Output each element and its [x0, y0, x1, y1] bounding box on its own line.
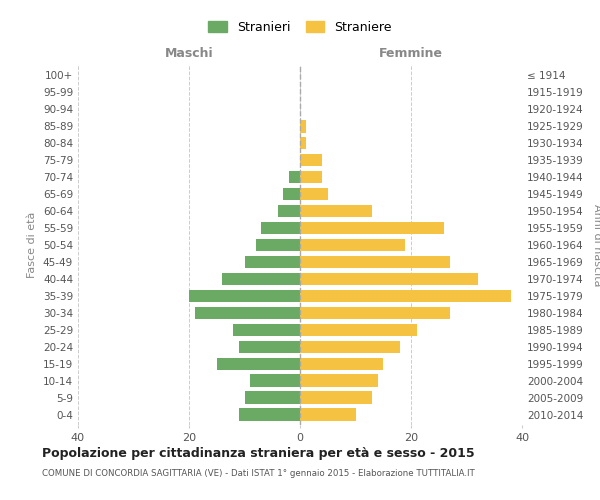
Legend: Stranieri, Straniere: Stranieri, Straniere	[205, 18, 395, 38]
Bar	[289, 170, 300, 183]
Bar	[300, 170, 322, 183]
Bar	[250, 374, 300, 387]
Bar	[300, 238, 406, 252]
Bar	[300, 374, 378, 387]
Bar	[245, 392, 300, 404]
Text: Maschi: Maschi	[164, 47, 214, 60]
Text: Femmine: Femmine	[379, 47, 443, 60]
Bar	[300, 256, 450, 268]
Bar	[300, 154, 322, 166]
Bar	[300, 222, 444, 234]
Bar	[233, 324, 300, 336]
Bar	[189, 290, 300, 302]
Bar	[239, 340, 300, 353]
Y-axis label: Fasce di età: Fasce di età	[28, 212, 37, 278]
Bar	[300, 306, 450, 320]
Bar	[245, 256, 300, 268]
Bar	[278, 204, 300, 218]
Bar	[261, 222, 300, 234]
Bar	[239, 408, 300, 421]
Bar	[300, 290, 511, 302]
Bar	[300, 204, 372, 218]
Bar	[300, 358, 383, 370]
Y-axis label: Anni di nascita: Anni di nascita	[592, 204, 600, 286]
Text: COMUNE DI CONCORDIA SAGITTARIA (VE) - Dati ISTAT 1° gennaio 2015 - Elaborazione : COMUNE DI CONCORDIA SAGITTARIA (VE) - Da…	[42, 469, 475, 478]
Bar	[300, 272, 478, 285]
Bar	[222, 272, 300, 285]
Bar	[300, 120, 305, 132]
Bar	[300, 392, 372, 404]
Bar	[256, 238, 300, 252]
Bar	[300, 188, 328, 200]
Bar	[283, 188, 300, 200]
Bar	[300, 324, 416, 336]
Bar	[300, 408, 355, 421]
Bar	[194, 306, 300, 320]
Bar	[300, 340, 400, 353]
Bar	[300, 136, 305, 149]
Text: Popolazione per cittadinanza straniera per età e sesso - 2015: Popolazione per cittadinanza straniera p…	[42, 448, 475, 460]
Bar	[217, 358, 300, 370]
